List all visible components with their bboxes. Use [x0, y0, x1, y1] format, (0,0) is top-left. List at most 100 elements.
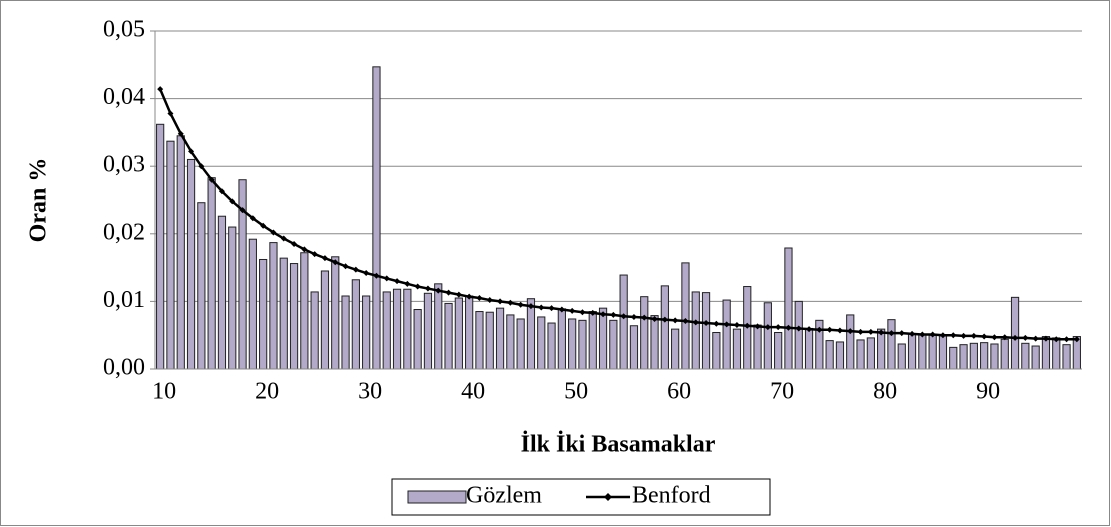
line-marker — [733, 322, 740, 329]
line-marker — [847, 328, 854, 335]
line-marker — [692, 319, 699, 326]
bar — [259, 258, 268, 370]
line-marker — [1022, 334, 1029, 341]
bar — [156, 123, 165, 370]
line-marker — [414, 283, 421, 290]
line-marker — [383, 275, 390, 282]
x-tick-label: 80 — [873, 379, 897, 405]
x-tick-label: 40 — [461, 379, 485, 405]
bar — [866, 337, 875, 370]
line-marker — [878, 329, 885, 336]
x-tick-label: 50 — [564, 379, 588, 405]
bar — [506, 314, 515, 370]
bar — [681, 262, 690, 370]
line-marker — [1073, 336, 1080, 343]
bar — [928, 334, 937, 370]
line-marker — [826, 326, 833, 333]
line-marker — [311, 251, 318, 258]
bar — [547, 322, 556, 370]
line-marker — [589, 309, 596, 316]
line-marker — [785, 324, 792, 331]
bar — [1000, 338, 1009, 370]
bar — [392, 288, 402, 370]
bar — [516, 318, 525, 370]
bar — [763, 302, 772, 370]
line-marker — [672, 317, 679, 324]
bar — [372, 66, 381, 370]
bar — [382, 291, 391, 370]
line-marker — [630, 313, 637, 320]
bar — [990, 343, 999, 370]
line-marker — [857, 328, 864, 335]
bar — [650, 315, 659, 370]
y-tick-label: 0,01 — [103, 287, 145, 313]
bar — [640, 296, 649, 370]
line-marker — [373, 272, 380, 279]
y-axis-title: Oran % — [26, 158, 52, 243]
line-marker — [836, 327, 843, 334]
line-marker — [1063, 336, 1070, 343]
bar — [660, 285, 669, 370]
line-marker — [445, 289, 452, 296]
bar — [701, 292, 711, 370]
line-marker — [795, 325, 802, 332]
bar — [362, 295, 371, 370]
line-marker — [1032, 335, 1039, 342]
line-marker — [981, 333, 988, 340]
y-tick-label: 0,03 — [103, 152, 145, 178]
line-marker — [1012, 334, 1019, 341]
bar — [1031, 345, 1040, 370]
line-marker — [548, 305, 555, 312]
line-marker — [239, 207, 246, 214]
bar — [753, 324, 762, 370]
line-marker — [898, 330, 905, 337]
bar — [485, 311, 494, 370]
line-marker — [991, 334, 998, 341]
line-marker — [888, 330, 895, 337]
bar — [351, 279, 360, 370]
line-marker — [332, 259, 339, 266]
bar — [1021, 342, 1030, 370]
bar — [691, 291, 700, 370]
bar — [588, 311, 597, 370]
x-axis-title: İlk İki Basamaklar — [521, 432, 716, 458]
bar — [176, 135, 185, 370]
bar — [722, 299, 731, 370]
bar — [846, 314, 855, 370]
bar — [568, 318, 577, 370]
bar — [310, 291, 319, 370]
line-marker — [1001, 334, 1008, 341]
line-marker — [764, 324, 771, 331]
line-marker — [579, 309, 586, 316]
line-marker — [651, 315, 658, 322]
line-marker — [538, 304, 545, 311]
line-marker — [682, 318, 689, 325]
bar — [413, 309, 422, 370]
bar — [444, 302, 453, 370]
line-marker — [744, 322, 751, 329]
line-marker — [404, 280, 411, 287]
y-tick-label: 0,04 — [103, 84, 145, 110]
line-marker — [455, 291, 462, 298]
line-marker — [435, 287, 442, 294]
bar — [465, 295, 474, 370]
y-tick-label: 0,05 — [103, 17, 145, 43]
bar — [918, 334, 927, 370]
line-marker — [929, 331, 936, 338]
line-marker — [950, 332, 957, 339]
bar — [712, 331, 721, 370]
line-marker — [363, 270, 370, 277]
line-marker — [249, 215, 256, 222]
bar — [454, 297, 463, 370]
line-marker — [342, 263, 349, 270]
bar — [289, 263, 299, 370]
line-marker — [270, 229, 277, 236]
line-marker — [218, 188, 225, 195]
line-marker — [517, 301, 524, 308]
bar — [907, 333, 917, 370]
x-tick-label: 90 — [976, 379, 1000, 405]
line-marker — [960, 332, 967, 339]
bar — [217, 215, 227, 370]
bar — [526, 298, 536, 370]
